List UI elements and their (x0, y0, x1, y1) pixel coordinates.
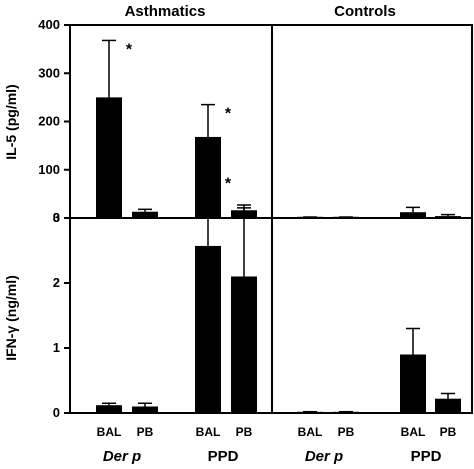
bar-label-pb: PB (440, 425, 457, 439)
bar-label-bal: BAL (298, 425, 323, 439)
y-axis-label-il5: IL-5 (pg/ml) (3, 84, 19, 159)
y-axis-label-ifn: IFN-γ (ng/ml) (3, 275, 19, 361)
group-label-derp-asthmatics: Der p (103, 448, 141, 465)
bar (132, 211, 158, 218)
bar (400, 212, 426, 218)
y-tick-label: 0 (53, 210, 60, 225)
group-label-derp-controls: Der p (305, 448, 343, 465)
y-tick-label: 100 (38, 162, 60, 177)
column-title-controls: Controls (334, 3, 396, 20)
bar (132, 406, 158, 413)
group-label-ppd-controls: PPD (411, 448, 442, 465)
y-tick-label: 0 (53, 405, 60, 420)
bar-labels-asthmatics-derp: BAL PB (97, 425, 154, 439)
y-tick-label: 400 (38, 17, 60, 32)
bar-labels-controls-ppd: BAL PB (401, 425, 457, 439)
bar (435, 398, 461, 413)
bar-label-pb: PB (338, 425, 355, 439)
y-tick-label: 2 (53, 275, 60, 290)
bar-label-pb: PB (236, 425, 253, 439)
significance-marker: * (225, 106, 232, 123)
y-tick-label: 3 (53, 210, 60, 225)
significance-marker: * (225, 175, 232, 192)
plot-area: 0 100 200 300 400 * * 0 1 2 3 * (38, 17, 473, 420)
bar-labels-controls-derp: BAL PB (298, 425, 355, 439)
column-title-asthmatics: Asthmatics (125, 3, 206, 20)
bar (96, 405, 122, 413)
bar-label-bal: BAL (401, 425, 426, 439)
bar (231, 276, 257, 413)
y-tick-label: 300 (38, 65, 60, 80)
bar (96, 97, 122, 218)
bar (195, 245, 221, 413)
bar-label-pb: PB (137, 425, 154, 439)
bar (435, 216, 461, 218)
significance-marker: * (126, 41, 133, 58)
bar-label-bal: BAL (97, 425, 122, 439)
bar-label-bal: BAL (196, 425, 221, 439)
group-label-ppd-asthmatics: PPD (208, 448, 239, 465)
bar (400, 354, 426, 413)
y-tick-label: 200 (38, 114, 60, 129)
bar-labels-asthmatics-ppd: BAL PB (196, 425, 253, 439)
y-tick-label: 1 (53, 340, 60, 355)
